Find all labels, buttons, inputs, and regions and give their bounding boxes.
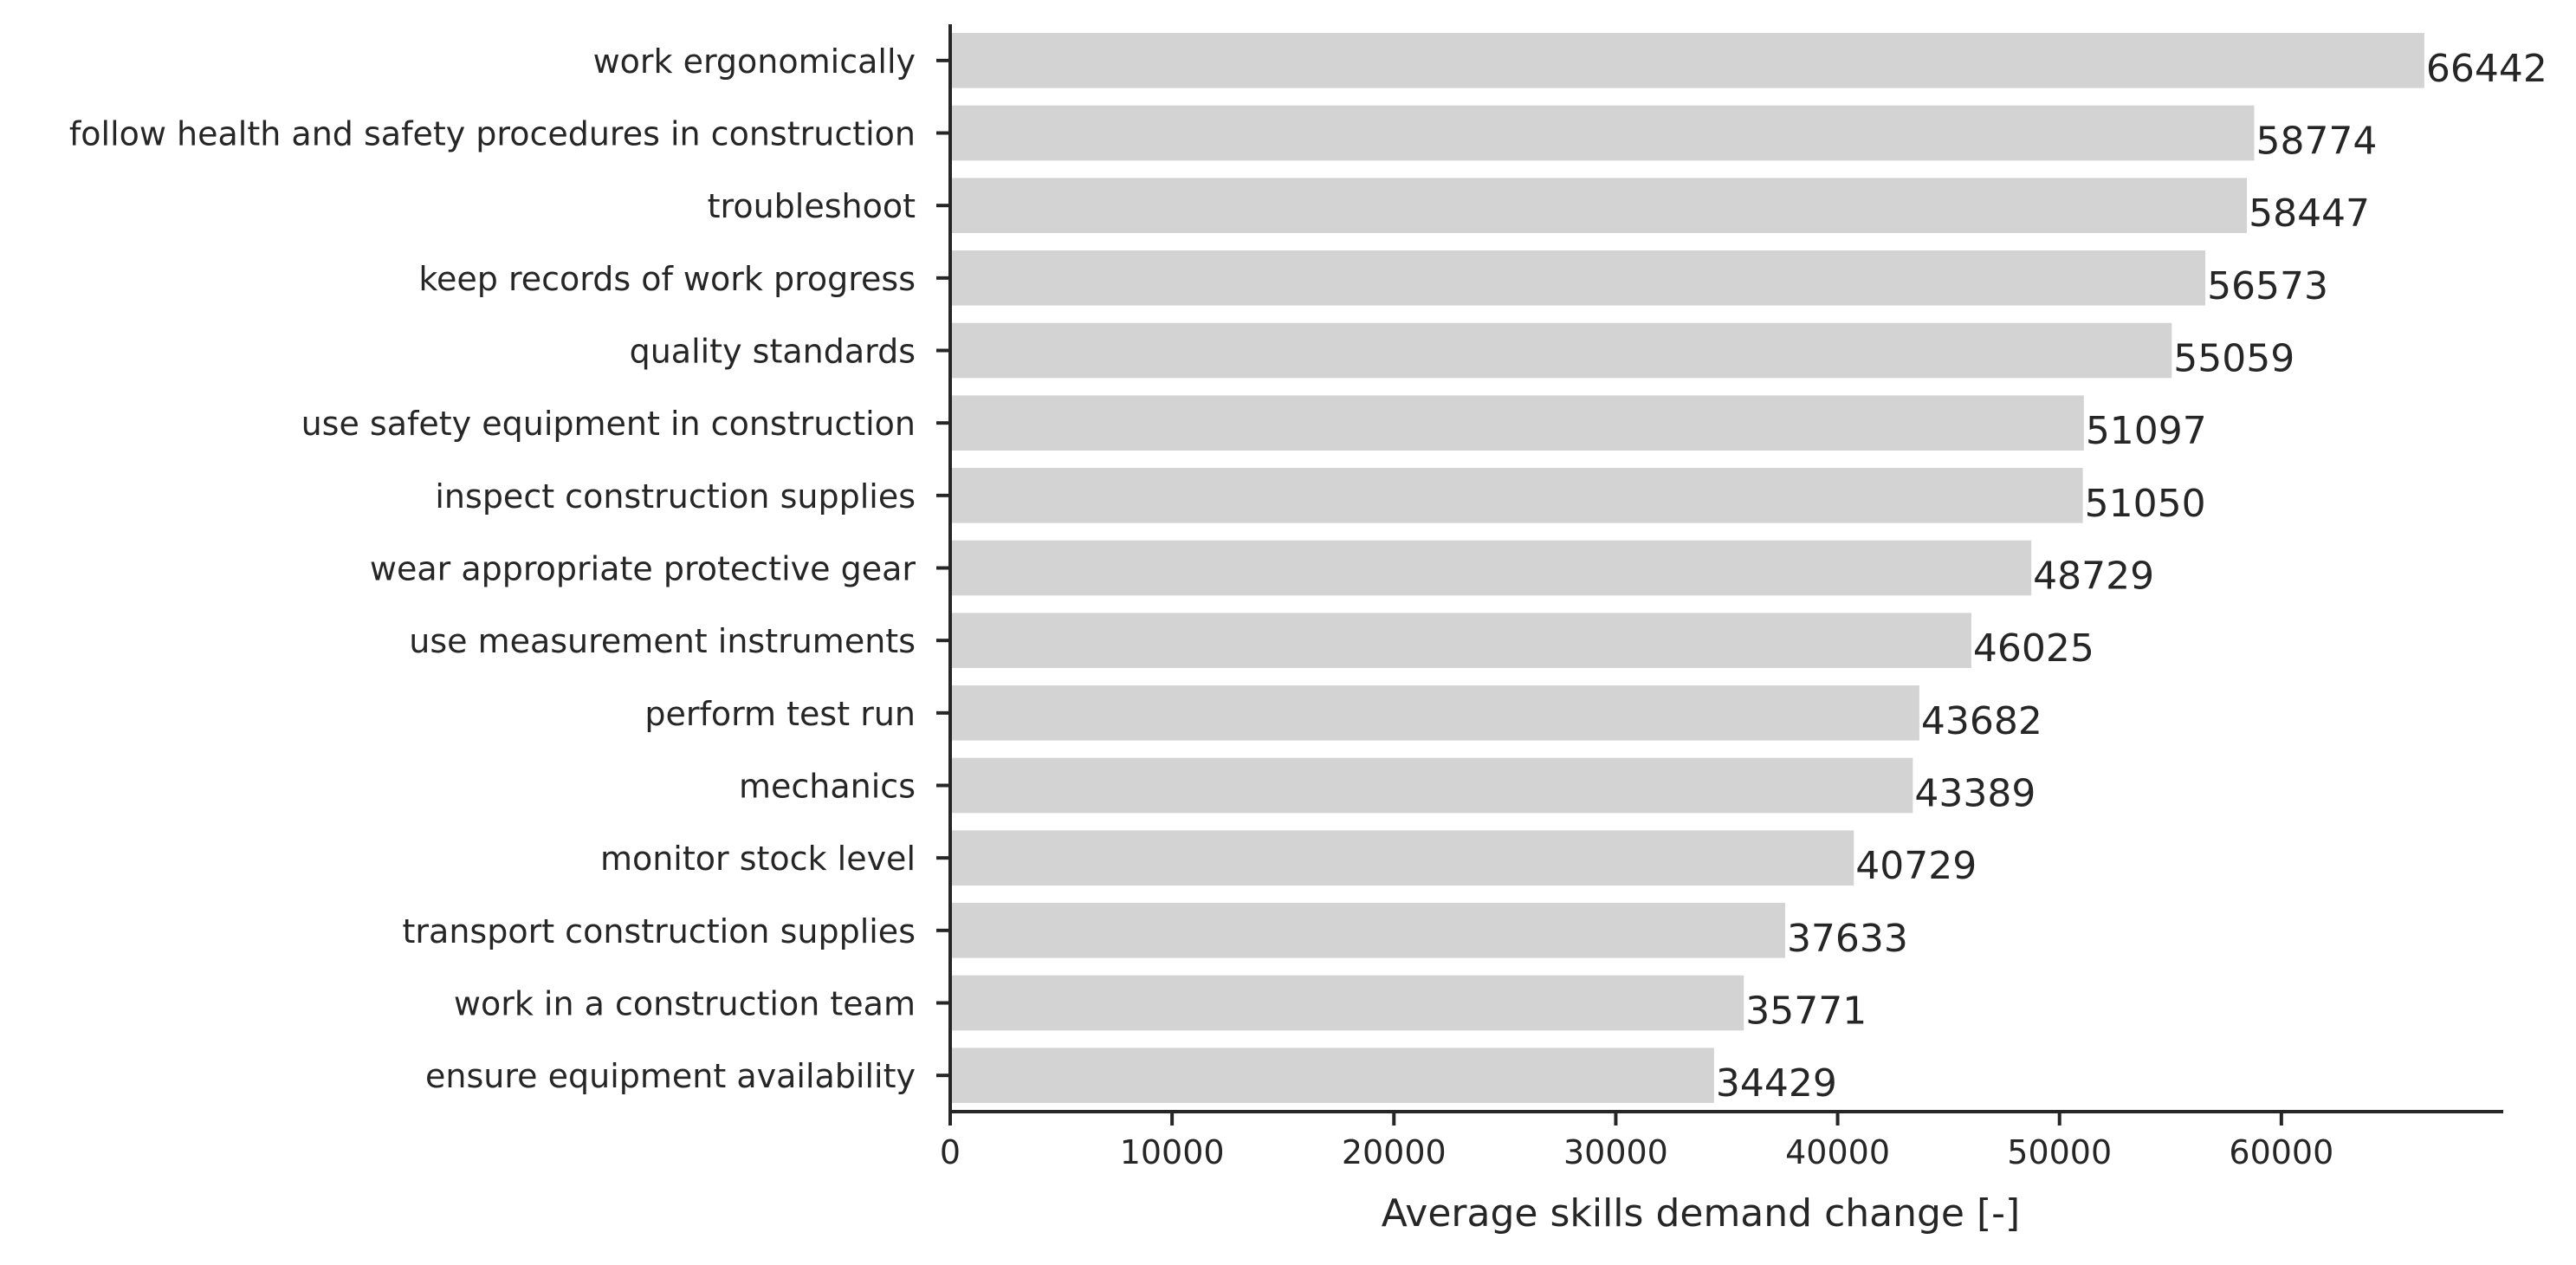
x-tick-label: 40000 (1785, 1133, 1890, 1171)
x-tick-label: 60000 (2229, 1133, 2333, 1171)
value-labels-layer: 66442 58774 58447 56573 55059 51097 51050 48729… (1716, 47, 2547, 1106)
bar (950, 540, 2032, 596)
y-tick-label: wear appropriate protective gear (370, 550, 916, 588)
bar (950, 613, 1971, 668)
bar (950, 395, 2084, 451)
bar-value-label: 46025 (1973, 626, 2094, 671)
bar-value-label: 43389 (1914, 772, 2036, 816)
y-tick-label: monitor stock level (600, 840, 916, 878)
bar (950, 830, 1854, 886)
y-tick-label: follow health and safety procedures in c… (69, 115, 916, 153)
bar-value-label: 58774 (2256, 120, 2377, 164)
bar-value-label: 43682 (1921, 699, 2042, 743)
y-tick-label: use measurement instruments (409, 622, 916, 660)
x-tick-label: 0 (940, 1133, 961, 1171)
bar (950, 975, 1744, 1031)
bar (950, 757, 1913, 814)
bar-value-label: 48729 (2033, 555, 2154, 599)
y-tick-label: inspect construction supplies (435, 477, 916, 516)
bar (950, 685, 1919, 741)
x-tick-label: 30000 (1563, 1133, 1668, 1171)
y-tick-label: ensure equipment availability (425, 1057, 916, 1095)
x-axis: 0 10000 20000 30000 40000 50000 60000 (940, 1110, 2503, 1171)
bars-layer (950, 33, 2424, 1103)
bar (950, 33, 2424, 88)
x-axis-title: Average skills demand change [-] (1382, 1191, 2020, 1236)
bar (950, 1048, 1714, 1103)
bar-value-label: 34429 (1716, 1061, 1837, 1106)
x-tick-label: 20000 (1342, 1133, 1447, 1171)
bar (950, 322, 2172, 379)
y-tick-label: transport construction supplies (403, 912, 916, 950)
bar (950, 250, 2206, 306)
y-tick-label: keep records of work progress (418, 260, 916, 298)
bar (950, 903, 1785, 958)
x-tick-label: 10000 (1120, 1133, 1225, 1171)
bar-value-label: 66442 (2426, 47, 2547, 91)
y-tick-label: perform test run (644, 695, 916, 733)
bar-value-label: 37633 (1787, 917, 1908, 961)
y-tick-label: work in a construction team (454, 985, 916, 1023)
bar (950, 468, 2083, 523)
bar-value-label: 58447 (2249, 191, 2370, 236)
x-tick-label: 50000 (2007, 1133, 2112, 1171)
y-tick-label: quality standards (630, 333, 916, 371)
bar (950, 105, 2255, 161)
y-tick-label: work ergonomically (593, 42, 916, 81)
bar-value-label: 55059 (2173, 337, 2294, 381)
bar (950, 178, 2248, 233)
y-tick-label: mechanics (739, 768, 916, 806)
y-axis: work ergonomically follow health and safe… (69, 24, 952, 1112)
bar-value-label: 51050 (2085, 482, 2206, 526)
bar-value-label: 35771 (1745, 989, 1867, 1034)
y-tick-label: troubleshoot (708, 187, 916, 225)
bar-value-label: 40729 (1855, 844, 1977, 888)
bar-value-label: 51097 (2086, 409, 2207, 453)
y-tick-label: use safety equipment in construction (301, 405, 916, 443)
bar-value-label: 56573 (2207, 264, 2328, 308)
